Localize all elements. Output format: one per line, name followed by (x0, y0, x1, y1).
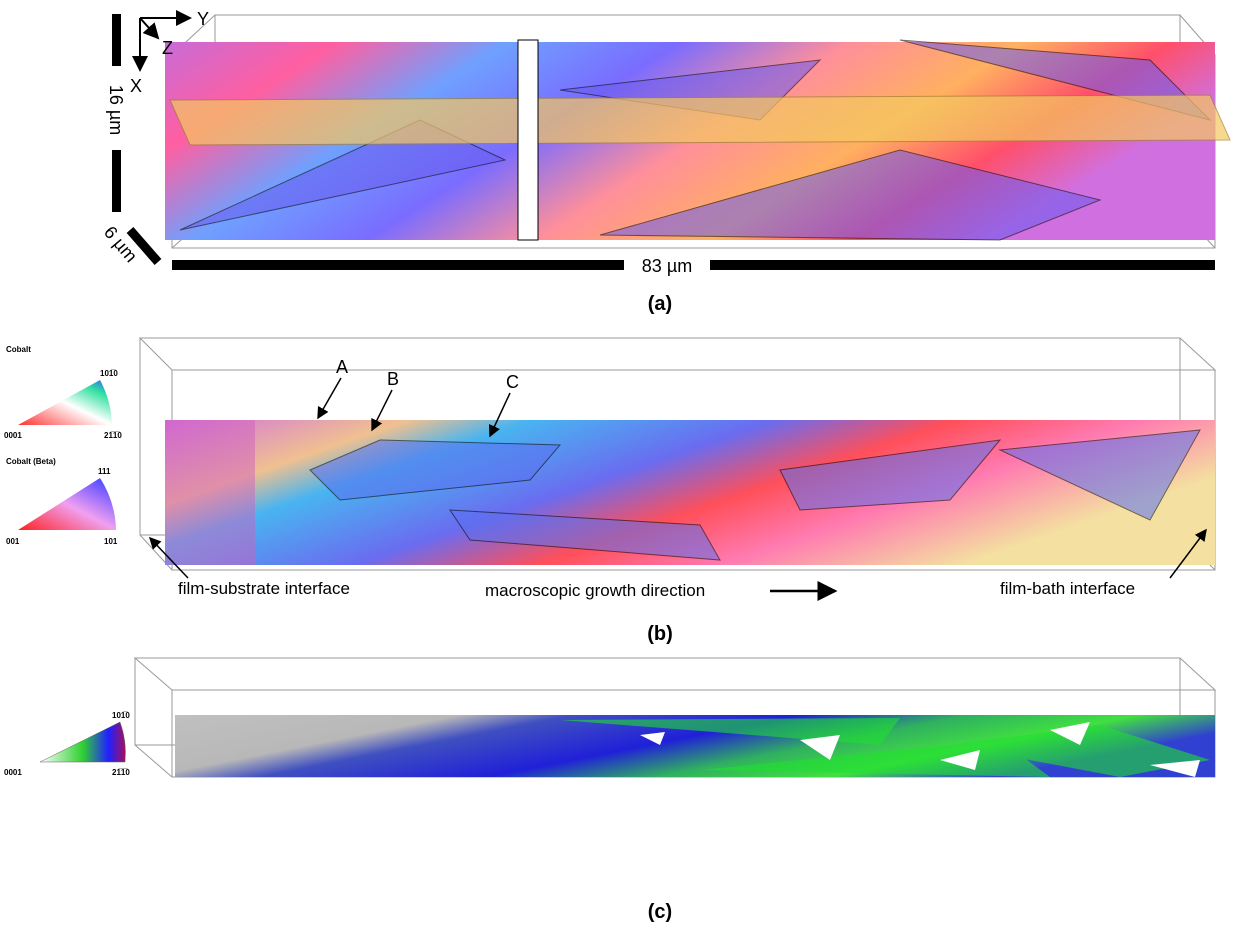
marker-label: C (506, 372, 519, 392)
legend-label: 0001 (4, 431, 22, 440)
scale-label: 83 µm (642, 256, 692, 276)
slice (518, 40, 538, 240)
section-plane (170, 95, 1230, 145)
axis-label: X (130, 76, 142, 96)
scale-bar (172, 260, 624, 270)
panel-label: (b) (647, 623, 673, 645)
legend-label: 21̅1̅0 (104, 431, 122, 440)
legend-wedge (40, 722, 125, 762)
legend-title: Cobalt (Beta) (6, 457, 56, 466)
legend-label: 101̅0 (112, 711, 130, 720)
legend-wedge (18, 380, 112, 425)
legend-label: 0001 (4, 768, 22, 777)
legend-label: 101̅0 (100, 369, 118, 378)
marker-label: A (336, 357, 348, 377)
axis-label: Z (162, 38, 173, 58)
legend-label: 001 (6, 537, 20, 546)
panel-a: Y Z X 16 µm 6 µm 83 µm (a) (100, 9, 1230, 315)
marker-label: B (387, 369, 399, 389)
panel-b: Cobalt 101̅0 0001 21̅1̅0 Cobalt (Beta) 1… (4, 338, 1215, 645)
annotation: film-bath interface (1000, 579, 1135, 598)
axis-z (140, 18, 158, 38)
panel-label: (a) (648, 293, 672, 315)
panel-label: (c) (648, 901, 672, 923)
legend-label: 101 (104, 537, 118, 546)
legend-wedge (18, 478, 116, 530)
annotation: macroscopic growth direction (485, 581, 705, 600)
scale-label: 16 µm (106, 85, 126, 135)
scale-label: 6 µm (100, 222, 141, 266)
grains (165, 420, 255, 565)
axis-label: Y (197, 9, 209, 29)
scale-bar (112, 150, 121, 212)
scale-bar (112, 14, 121, 66)
figure: Y Z X 16 µm 6 µm 83 µm (a) Cobalt 101̅0 … (0, 0, 1236, 934)
annotation: film-substrate interface (178, 579, 350, 598)
panel-c: 101̅0 0001 21̅1̅0 (c) (4, 658, 1215, 923)
legend-label: 21̅1̅0 (112, 768, 130, 777)
legend-title: Cobalt (6, 345, 31, 354)
marker-arrow (318, 378, 341, 418)
scale-bar (710, 260, 1215, 270)
legend-label: 111 (98, 467, 111, 476)
